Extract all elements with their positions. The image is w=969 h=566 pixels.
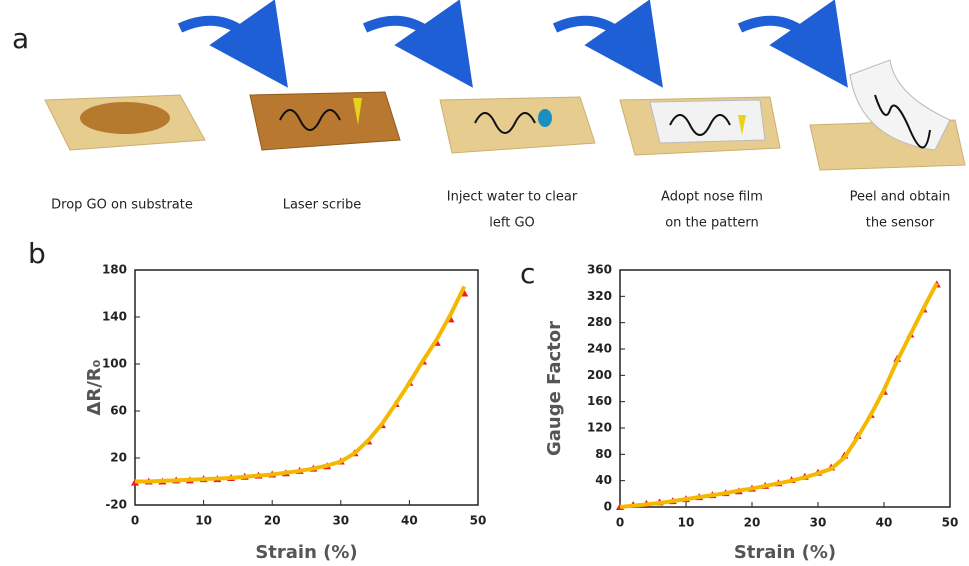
panel-label: a (12, 22, 29, 55)
step-caption: Adopt nose film (661, 190, 763, 205)
x-tick-label: 30 (810, 516, 827, 530)
y-tick-label: -20 (105, 498, 127, 512)
step-caption: Laser scribe (283, 198, 362, 213)
step-caption: left GO (489, 216, 535, 231)
plot-frame (620, 270, 950, 507)
x-tick-label: 0 (131, 514, 139, 528)
x-axis-label: Strain (%) (255, 542, 357, 563)
y-tick-label: 240 (587, 342, 612, 356)
fit-line (620, 283, 937, 507)
step-caption: Peel and obtain (850, 190, 951, 205)
y-axis-label: Gauge Factor (544, 321, 565, 456)
y-tick-label: 280 (587, 315, 612, 329)
figure: a Drop GO on substrate Laser scribe Inje… (0, 0, 969, 566)
x-tick-label: 20 (744, 516, 761, 530)
x-axis-label: Strain (%) (734, 542, 836, 563)
x-tick-label: 40 (401, 514, 418, 528)
y-tick-label: 60 (110, 404, 127, 418)
x-tick-label: 50 (942, 516, 959, 530)
x-tick-label: 50 (470, 514, 487, 528)
y-tick-label: 100 (102, 357, 127, 371)
y-tick-label: 40 (595, 473, 612, 487)
step-caption: on the pattern (665, 216, 759, 231)
y-tick-label: 160 (587, 394, 612, 408)
y-tick-label: 20 (110, 451, 127, 465)
fit-line (135, 286, 464, 481)
x-tick-label: 40 (876, 516, 893, 530)
y-tick-label: 200 (587, 368, 612, 382)
x-tick-label: 30 (332, 514, 349, 528)
y-tick-label: 0 (604, 500, 612, 514)
panel-label: c (520, 257, 535, 290)
panel-label: b (28, 237, 46, 270)
x-tick-label: 10 (678, 516, 695, 530)
y-tick-label: 120 (587, 421, 612, 435)
y-tick-label: 140 (102, 310, 127, 324)
y-tick-label: 360 (587, 263, 612, 277)
x-tick-label: 20 (264, 514, 281, 528)
process-illustration (45, 21, 965, 170)
y-tick-label: 80 (595, 447, 612, 461)
y-axis-label: ΔR/R₀ (84, 359, 105, 415)
step-caption: Inject water to clear (447, 190, 578, 205)
y-tick-label: 180 (102, 263, 127, 277)
step-caption: the sensor (866, 216, 935, 231)
x-tick-label: 0 (616, 516, 624, 530)
x-tick-label: 10 (195, 514, 212, 528)
step-caption: Drop GO on substrate (51, 198, 193, 213)
y-tick-label: 320 (587, 289, 612, 303)
